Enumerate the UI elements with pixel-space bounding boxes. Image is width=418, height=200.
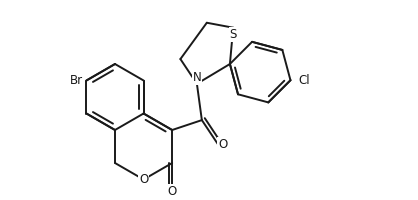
Text: N: N	[193, 71, 201, 84]
Text: O: O	[168, 185, 177, 198]
Text: O: O	[139, 173, 148, 186]
Text: O: O	[218, 138, 228, 151]
Text: Br: Br	[70, 74, 84, 87]
Text: Cl: Cl	[298, 74, 310, 87]
Text: S: S	[229, 28, 237, 41]
